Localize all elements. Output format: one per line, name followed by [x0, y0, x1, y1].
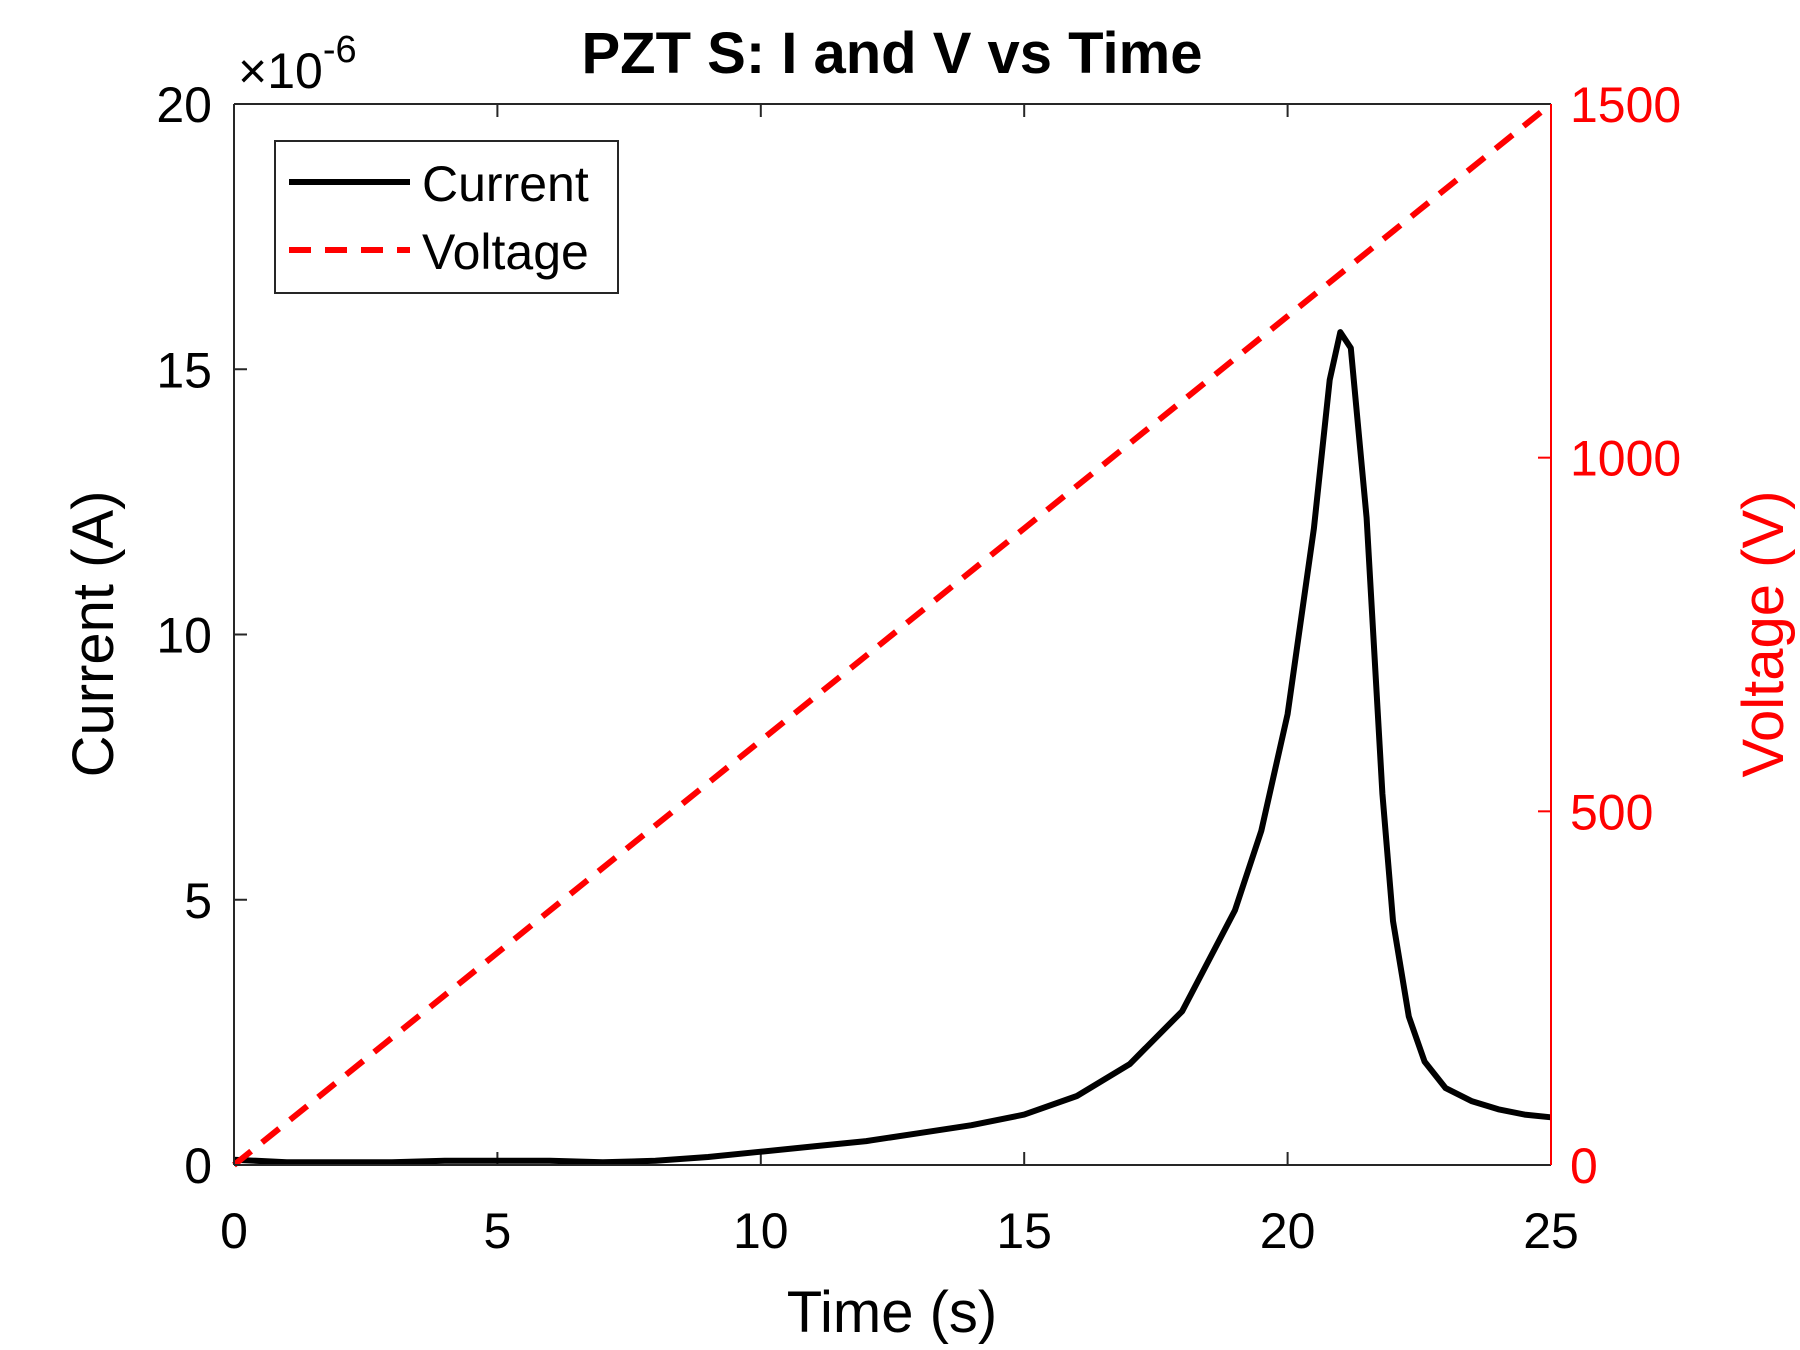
x-tick-label: 10 [733, 1203, 789, 1259]
x-tick-label: 5 [483, 1203, 511, 1259]
y-left-axis-label: Current (A) [61, 491, 126, 778]
x-tick-label: 20 [1260, 1203, 1316, 1259]
y-right-axis-label: Voltage (V) [1731, 491, 1796, 778]
legend-label-current: Current [422, 156, 589, 212]
series-line-current [233, 329, 1552, 1166]
y-left-tick-label: 15 [156, 342, 212, 398]
series-line-voltage [232, 101, 1553, 1168]
legend: Current Voltage [274, 140, 619, 294]
x-tick-label: 15 [996, 1203, 1052, 1259]
x-tick-label: 0 [220, 1203, 248, 1259]
chart-title: PZT S: I and V vs Time [582, 21, 1203, 86]
y-right-tick-label: 0 [1570, 1138, 1598, 1194]
series-layer [232, 101, 1553, 1168]
y-right-tick-label: 500 [1570, 784, 1653, 840]
y-left-exponent-base: ×10 [238, 43, 323, 99]
x-tick-labels: 0 5 10 15 20 25 [220, 1203, 1579, 1259]
y-right-tick-label: 1500 [1570, 77, 1681, 133]
x-tick-label: 25 [1523, 1203, 1579, 1259]
y-left-exponent-power: -6 [323, 29, 357, 71]
y-right-tick-labels: 0 500 1000 1500 [1570, 77, 1681, 1194]
y-right-tick-label: 1000 [1570, 431, 1681, 487]
y-left-tick-label: 0 [184, 1138, 212, 1194]
x-axis-label: Time (s) [787, 1280, 997, 1345]
legend-label-voltage: Voltage [422, 224, 589, 280]
y-left-tick-label: 20 [156, 77, 212, 133]
legend-box [274, 140, 619, 294]
y-left-exponent: ×10-6 [238, 29, 357, 99]
y-left-tick-label: 10 [156, 608, 212, 664]
y-left-tick-labels: 0 5 10 15 20 [156, 77, 212, 1194]
y-left-tick-label: 5 [184, 873, 212, 929]
